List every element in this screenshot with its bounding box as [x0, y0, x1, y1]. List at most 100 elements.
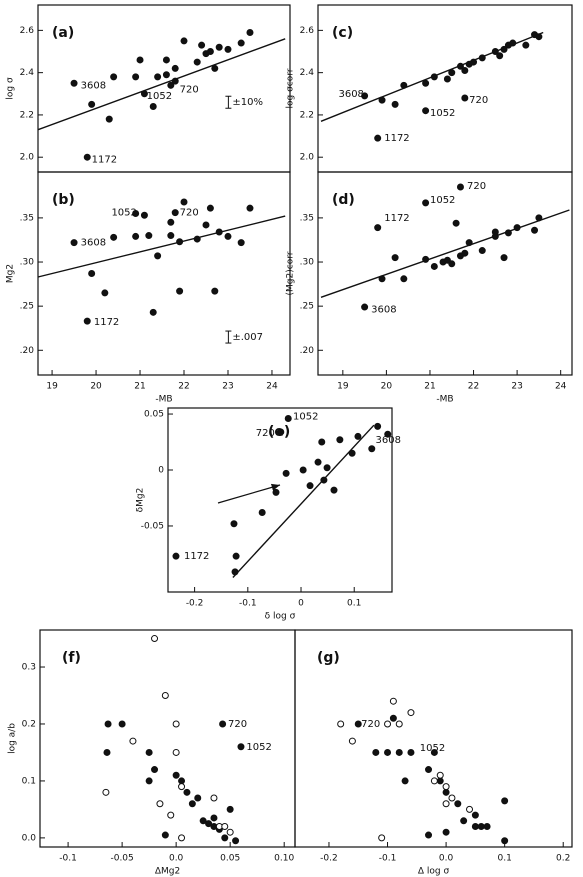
- data-point: [110, 73, 118, 81]
- x-tick-label: -0.1: [59, 854, 77, 864]
- y-axis-label: log a/b: [8, 723, 18, 754]
- data-point: [461, 94, 469, 102]
- annotation: 720: [180, 208, 199, 219]
- data-point: [198, 41, 206, 49]
- data-point: [83, 317, 91, 325]
- data-point: [471, 811, 479, 819]
- data-point: [323, 464, 331, 472]
- data-point: [167, 232, 175, 240]
- data-point: [535, 33, 543, 41]
- x-tick-label: 0.1: [497, 854, 511, 864]
- data-point: [478, 54, 486, 62]
- data-point: [145, 777, 153, 785]
- y-tick-label: .35: [300, 213, 314, 223]
- data-point: [504, 229, 512, 237]
- data-point: [430, 748, 438, 756]
- data-point: [299, 466, 307, 474]
- data-point: [430, 73, 438, 81]
- data-point: [318, 438, 326, 446]
- panel-label: (d): [332, 192, 355, 208]
- data-point: [103, 748, 111, 756]
- data-point: [172, 771, 180, 779]
- x-tick-label: 20: [90, 382, 102, 392]
- data-point: [491, 48, 499, 56]
- y-tick-label: 2.0: [300, 153, 315, 163]
- data-point: [167, 811, 175, 819]
- data-point: [454, 800, 462, 808]
- y-tick-label: .30: [20, 258, 35, 268]
- data-point: [465, 239, 473, 247]
- y-axis-label: log σcorr: [286, 68, 296, 108]
- y-tick-label: 0.1: [22, 776, 36, 786]
- data-point: [361, 303, 369, 311]
- x-tick-label: 21: [134, 382, 145, 392]
- y-tick-label: .20: [20, 346, 35, 356]
- data-point: [422, 199, 430, 207]
- data-point: [354, 432, 362, 440]
- data-point: [443, 75, 451, 83]
- annotation: 1052: [293, 411, 318, 422]
- data-point: [378, 834, 386, 842]
- x-tick-label: 0.1: [347, 599, 361, 609]
- fit-line: [232, 424, 375, 578]
- data-point: [145, 748, 153, 756]
- y-tick-label: 2.4: [20, 68, 35, 78]
- data-point: [206, 48, 214, 56]
- data-point: [221, 822, 229, 830]
- y-tick-label: 0.05: [144, 410, 164, 420]
- x-axis-label: -MB: [155, 395, 172, 405]
- annotation: 3608: [338, 89, 363, 100]
- data-point: [477, 822, 485, 830]
- plot-frame: [167, 407, 393, 593]
- data-point: [348, 449, 356, 457]
- data-point: [442, 828, 450, 836]
- data-point: [231, 568, 239, 576]
- data-point: [535, 214, 543, 222]
- data-point: [202, 221, 210, 229]
- data-point: [193, 235, 201, 243]
- data-point: [162, 71, 170, 79]
- data-point: [145, 232, 153, 240]
- data-point: [246, 204, 254, 212]
- x-axis-label: ΔMg2: [155, 867, 180, 877]
- data-point: [237, 743, 245, 751]
- data-point: [88, 100, 96, 108]
- data-point: [337, 720, 345, 728]
- fit-line: [37, 38, 286, 131]
- y-tick-label: 2.6: [20, 26, 35, 36]
- data-point: [246, 28, 254, 36]
- annotation: 720: [228, 719, 247, 730]
- data-point: [154, 252, 162, 260]
- data-point: [372, 748, 380, 756]
- y-tick-label: 2.6: [300, 26, 315, 36]
- x-tick-label: 23: [511, 382, 522, 392]
- fit-line: [320, 209, 570, 298]
- data-point: [425, 766, 433, 774]
- y-tick-label: .20: [300, 346, 315, 356]
- data-point: [193, 58, 201, 66]
- data-point: [368, 445, 376, 453]
- data-point: [237, 39, 245, 47]
- annotation: ±10%: [232, 97, 263, 108]
- x-tick-label: 24: [266, 382, 278, 392]
- y-tick-label: 0: [158, 466, 164, 476]
- annotation: 720: [361, 719, 380, 730]
- data-point: [374, 422, 382, 430]
- data-point: [101, 289, 109, 297]
- data-point: [496, 52, 504, 60]
- data-point: [378, 275, 386, 283]
- data-point: [70, 79, 78, 87]
- data-point: [215, 228, 223, 236]
- annotation: 3608: [81, 238, 106, 249]
- data-point: [348, 737, 356, 745]
- data-point: [104, 720, 112, 728]
- x-tick-label: 0.0: [169, 854, 184, 864]
- panel-label: (c): [332, 25, 353, 41]
- data-point: [154, 73, 162, 81]
- data-point: [422, 79, 430, 87]
- data-point: [314, 458, 322, 466]
- x-tick-label: 0.05: [220, 854, 240, 864]
- annotation: 3608: [81, 80, 106, 91]
- x-tick-label: 22: [178, 382, 189, 392]
- x-tick-label: -0.2: [320, 854, 338, 864]
